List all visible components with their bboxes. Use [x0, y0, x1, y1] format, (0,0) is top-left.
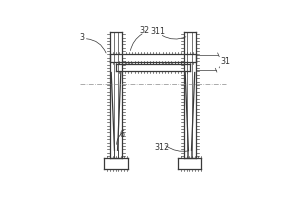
Text: 3: 3	[80, 33, 85, 42]
Text: 6: 6	[120, 130, 125, 139]
Text: 312: 312	[155, 143, 170, 152]
Text: 31: 31	[220, 57, 230, 66]
Text: 32: 32	[140, 26, 150, 35]
Text: 311: 311	[151, 27, 166, 36]
